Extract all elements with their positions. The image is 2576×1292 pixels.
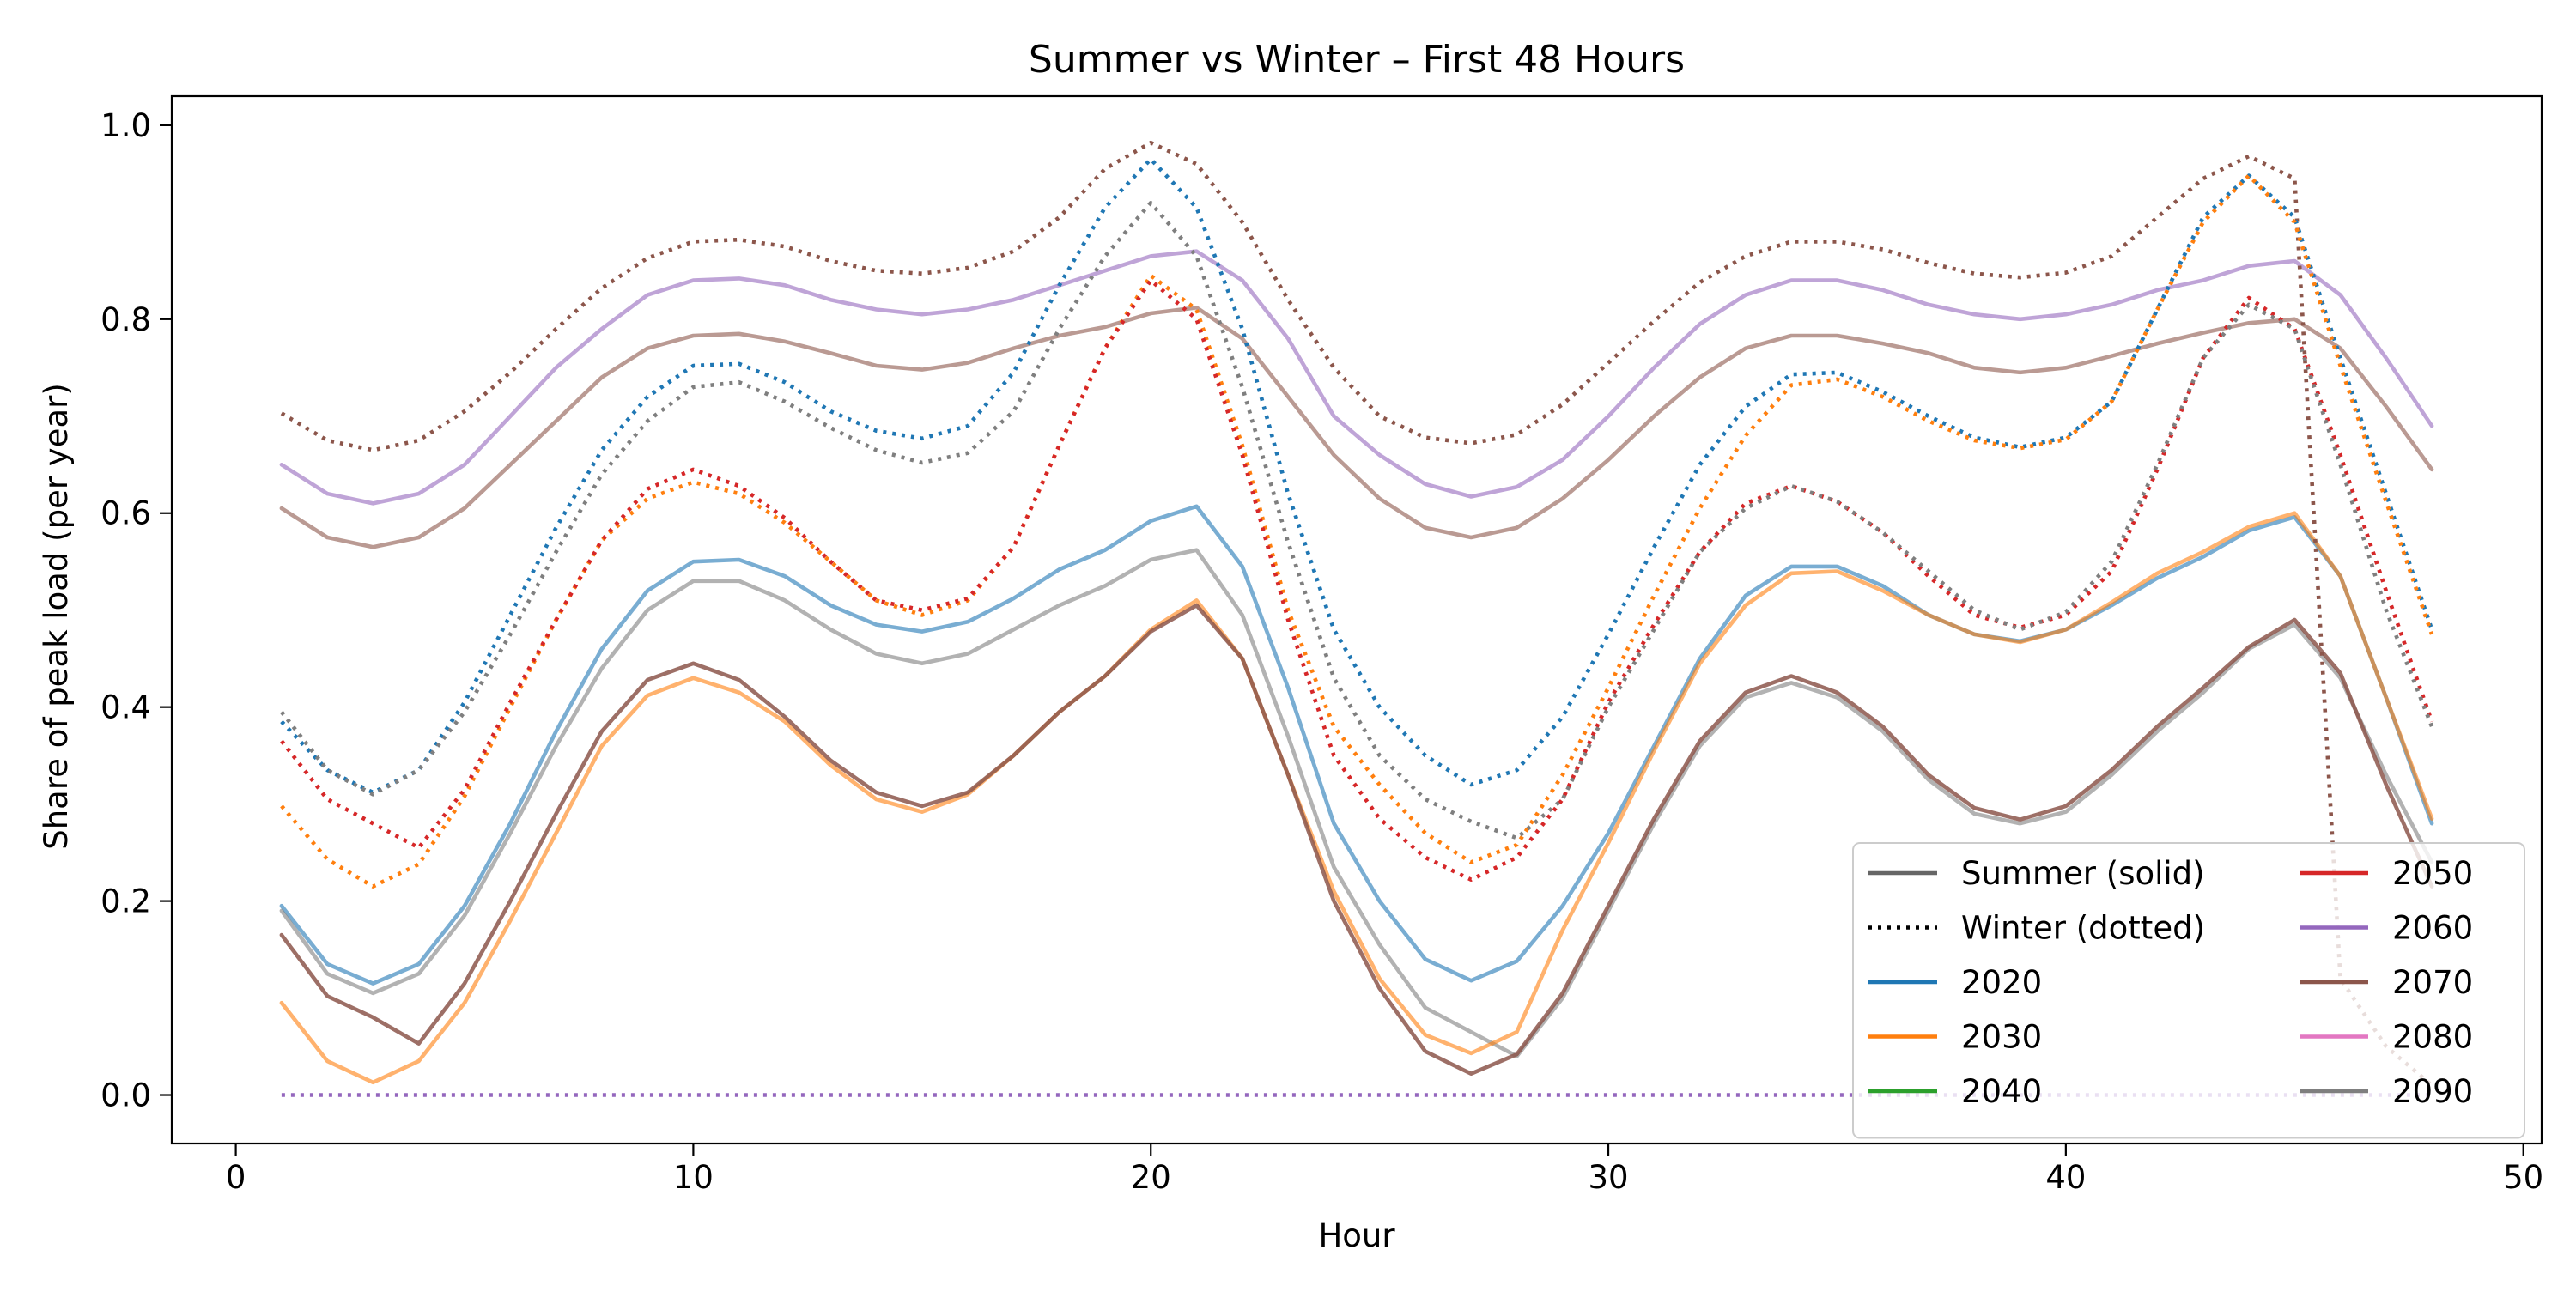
ticks-layer: 0 10 20 30 40 500.00.20.40.60.81.0: [100, 107, 2543, 1196]
legend-label: 2040: [1961, 1073, 2042, 1110]
legend: Summer (solid) Winter (dotted) 2020 2030 204…: [1852, 842, 2525, 1139]
series-line-2030-winter: [280, 173, 2434, 889]
legend-label: 2070: [2392, 964, 2473, 1001]
series-line-2070-winter: [280, 140, 2433, 1087]
series-line-2030-summer: [279, 511, 2434, 1085]
legend-label: 2030: [1961, 1019, 2042, 1056]
x-tick-label: 10: [673, 1159, 714, 1196]
y-tick-label: 0.8: [100, 301, 151, 338]
series-line-2060-summer: [279, 249, 2434, 506]
series-layer: [279, 140, 2434, 1097]
y-axis-label: Share of peak load (per year): [38, 383, 75, 850]
series-line-2070-summer: [279, 305, 2434, 549]
series-line-2090-summer: [279, 548, 2434, 1058]
x-axis-label: Hour: [1318, 1217, 1395, 1254]
legend-label: 2090: [2392, 1073, 2473, 1110]
legend-label: 2050: [2392, 855, 2473, 892]
legend-label: Summer (solid): [1961, 855, 2205, 892]
legend-label: Winter (dotted): [1961, 910, 2205, 947]
plot-frame: [170, 94, 2543, 1145]
legend-label: 2060: [2392, 910, 2473, 947]
x-tick-label: 0: [226, 1159, 246, 1196]
y-tick-label: 1.0: [100, 107, 151, 144]
y-tick-label: 0.2: [100, 883, 151, 920]
x-tick-label: 30: [1589, 1159, 1629, 1196]
legend-label: 2080: [2392, 1019, 2473, 1056]
x-tick-label: 40: [2045, 1159, 2086, 1196]
y-tick-label: 0.4: [100, 689, 151, 726]
legend-label: 2020: [1961, 964, 2042, 1001]
chart-title: Summer vs Winter – First 48 Hours: [1029, 38, 1685, 82]
x-tick-label: 50: [2503, 1159, 2543, 1196]
series-line-2070-summer: [279, 603, 2434, 1076]
series-line-2090-winter: [280, 201, 2434, 840]
y-tick-label: 0.6: [100, 495, 151, 532]
legend-box: [1852, 842, 2525, 1139]
y-tick-label: 0.0: [100, 1077, 151, 1114]
x-tick-label: 20: [1131, 1159, 1171, 1196]
series-line-2020-winter: [280, 157, 2434, 795]
